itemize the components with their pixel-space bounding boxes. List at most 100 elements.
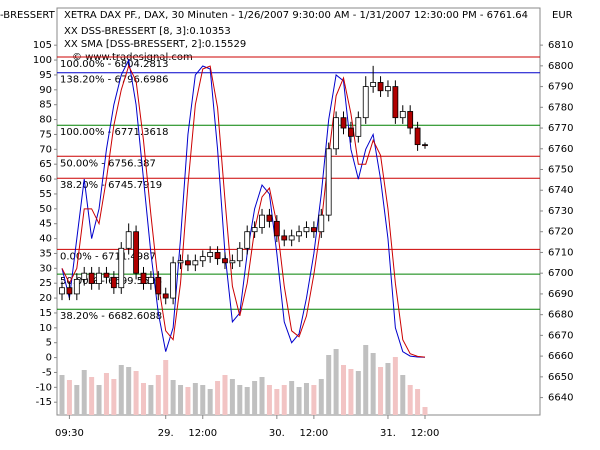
y-tick-label: 15 xyxy=(39,308,52,319)
candle-body xyxy=(155,276,162,295)
volume-bar xyxy=(355,371,361,415)
candle-body xyxy=(118,247,125,289)
volume-bar xyxy=(200,385,206,415)
x-tick-label: 12:00 xyxy=(188,428,217,439)
volume-bar xyxy=(66,380,72,415)
volume-bar xyxy=(422,407,428,415)
y-tick-label: 45 xyxy=(39,219,52,230)
candle-body xyxy=(81,272,88,280)
volume-bar xyxy=(207,389,213,415)
volume-bar xyxy=(96,385,102,415)
candle-body xyxy=(399,111,406,119)
x-tick-label: 31. xyxy=(380,428,396,439)
candle-body xyxy=(414,127,421,146)
volume-bar xyxy=(392,357,398,415)
y2-tick-label: 6710 xyxy=(548,247,573,258)
candle-body xyxy=(103,272,110,278)
y-tick-label: 20 xyxy=(39,293,52,304)
x-tick-label: 09:30 xyxy=(55,428,84,439)
candle-body xyxy=(170,262,177,299)
y2-tick-label: 6680 xyxy=(548,310,573,321)
candle-body xyxy=(325,148,332,216)
chart-title: XETRA DAX PF., DAX, 30 Minuten - 1/26/20… xyxy=(64,10,528,21)
volume-bar xyxy=(192,383,198,415)
candle-body xyxy=(407,111,414,129)
candle-body xyxy=(310,227,317,233)
volume-bar xyxy=(266,385,272,415)
volume-bar xyxy=(133,371,139,415)
volume-bar xyxy=(111,379,117,415)
y2-tick-label: 6750 xyxy=(548,165,573,176)
y2-tick-label: 6760 xyxy=(548,144,573,155)
fib-label: 100.00% - 6804.2813 xyxy=(60,59,169,70)
y2-tick-label: 6650 xyxy=(548,372,573,383)
candle-body xyxy=(162,293,169,299)
y-tick-label: -10 xyxy=(36,382,52,393)
candle-body xyxy=(303,227,310,233)
volume-bar xyxy=(222,375,228,415)
x-tick-label: 29. xyxy=(158,428,174,439)
y-tick-label: 40 xyxy=(39,234,52,245)
plot-area xyxy=(56,7,541,416)
y-tick-label: 70 xyxy=(39,144,52,155)
y-tick-label: 55 xyxy=(39,189,52,200)
candle-body xyxy=(340,117,347,129)
y2-tick-label: 6770 xyxy=(548,123,573,134)
volume-bar xyxy=(311,385,317,415)
volume-bar xyxy=(407,385,413,415)
y2-tick-label: 6790 xyxy=(548,82,573,93)
x-tick-label: 12:00 xyxy=(299,428,328,439)
y-tick-label: 5 xyxy=(46,338,52,349)
y2-tick-label: 6670 xyxy=(548,330,573,341)
volume-bar xyxy=(303,383,309,415)
fib-label: 50.00% - 6756.387 xyxy=(60,158,156,169)
candle-body xyxy=(140,272,147,284)
volume-bar xyxy=(215,381,221,415)
y-tick-label: 60 xyxy=(39,174,52,185)
volume-bar xyxy=(400,375,406,415)
y-tick-label: 75 xyxy=(39,129,52,140)
y2-tick-label: 6700 xyxy=(548,268,573,279)
volume-bar xyxy=(178,385,184,415)
candle-body xyxy=(177,260,184,264)
y2-tick-label: 6730 xyxy=(548,206,573,217)
y-tick-label: 25 xyxy=(39,278,52,289)
volume-bar xyxy=(237,385,243,415)
fib-label: 38.20% - 6682.6088 xyxy=(60,311,162,322)
candle-body xyxy=(377,82,384,92)
y2-tick-label: 6740 xyxy=(548,185,573,196)
volume-bar xyxy=(244,387,250,415)
volume-bar xyxy=(148,385,154,415)
x-tick-label: 12:00 xyxy=(411,428,440,439)
y-tick-label: 65 xyxy=(39,159,52,170)
candle-body xyxy=(207,252,214,257)
candle-body xyxy=(66,287,73,295)
candle-body xyxy=(110,276,117,289)
candle-body xyxy=(422,144,428,147)
legend-entry: XX SMA [DSS-BRESSERT, 2]:0.15529 xyxy=(64,39,246,50)
y2-tick-label: 6780 xyxy=(548,102,573,113)
volume-bar xyxy=(126,367,132,415)
volume-bar xyxy=(318,379,324,415)
volume-bar xyxy=(281,385,287,415)
candle-body xyxy=(59,287,65,295)
volume-bar xyxy=(140,383,146,415)
volume-bar xyxy=(326,355,332,415)
candle-body xyxy=(348,127,354,137)
volume-bar xyxy=(74,385,80,415)
volume-bar xyxy=(185,387,191,415)
candle-body xyxy=(273,220,280,237)
volume-bar xyxy=(259,377,265,415)
oscillator-line xyxy=(61,64,426,358)
candle-body xyxy=(392,86,399,119)
y-tick-label: 80 xyxy=(39,115,52,126)
y-tick-label: 90 xyxy=(39,85,52,96)
candle-body xyxy=(362,86,369,119)
volume-bar xyxy=(81,370,87,415)
y-tick-label: 85 xyxy=(39,100,52,111)
candle-body xyxy=(318,214,325,233)
y-tick-label: 100 xyxy=(33,55,52,66)
volume-bar xyxy=(229,379,235,415)
candle-body xyxy=(236,247,243,262)
volume-bar xyxy=(59,375,65,415)
